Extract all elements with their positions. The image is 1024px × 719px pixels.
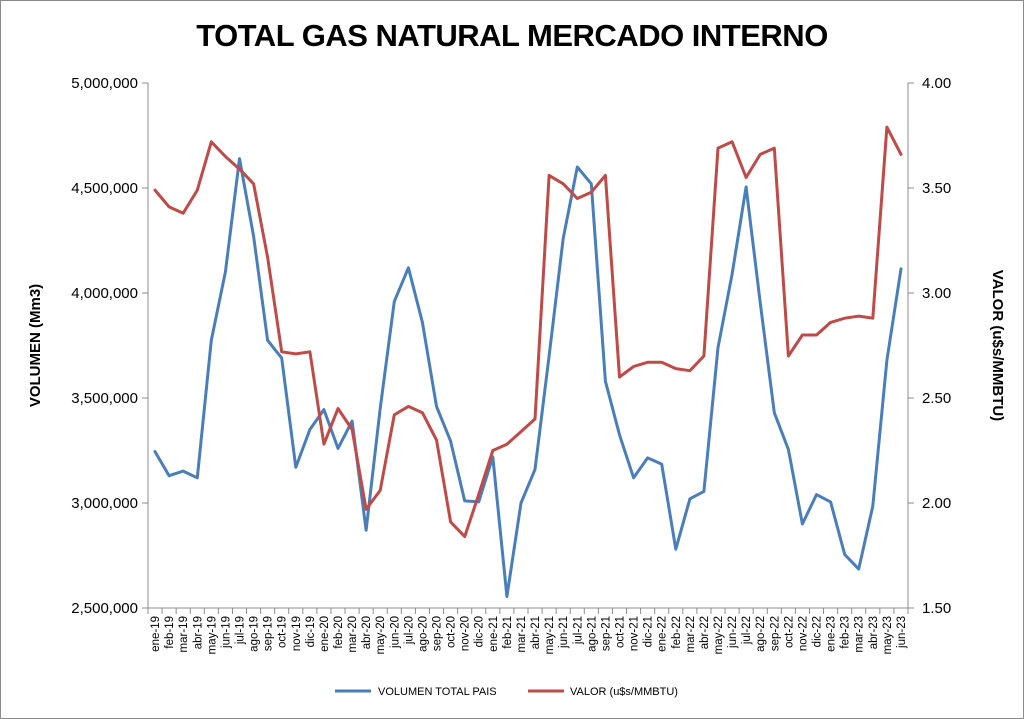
x-tick-label: jun-19 [220, 616, 232, 649]
x-tick-label: sep-21 [600, 616, 612, 651]
x-tick-label: jul-20 [403, 616, 415, 645]
right-y-tick-label: 2.50 [922, 390, 951, 407]
x-tick-label: jul-22 [741, 616, 753, 645]
x-tick-label: feb-19 [164, 616, 176, 649]
x-tick-label: jun-21 [558, 616, 570, 649]
left-y-tick-label: 5,000,000 [71, 75, 138, 92]
x-tick-label: may-22 [713, 616, 725, 654]
x-tick-label: may-21 [544, 616, 556, 654]
x-tick-label: dic-22 [812, 616, 824, 647]
right-y-tick-label: 3.50 [922, 180, 951, 197]
x-tick-label: abr-19 [192, 616, 204, 649]
x-tick-label: oct-20 [446, 616, 458, 648]
x-tick-label: ene-21 [488, 616, 500, 652]
right-y-tick-label: 2.00 [922, 495, 951, 512]
x-tick-label: abr-23 [868, 616, 880, 649]
x-tick-label: dic-20 [474, 616, 486, 647]
x-tick-label: jun-23 [896, 616, 908, 649]
x-tick-label: ene-20 [319, 616, 331, 652]
right-y-tick-label: 4.00 [922, 75, 951, 92]
left-y-ticks: 2,500,000 3,000,000 3,500,000 4,000,000 4,50… [71, 75, 148, 617]
valor-series-line [153, 125, 903, 539]
x-tick-label: nov-21 [629, 616, 641, 651]
x-tick-label: ago-20 [417, 616, 429, 652]
x-tick-label: dic-19 [305, 616, 317, 647]
x-tick-label: abr-20 [361, 616, 373, 649]
left-y-tick-label: 4,500,000 [71, 180, 138, 197]
left-y-tick-label: 4,000,000 [71, 285, 138, 302]
volumen-series-line [153, 157, 903, 598]
x-tick-label: oct-21 [614, 616, 626, 648]
x-tick-label: ago-22 [755, 616, 767, 652]
x-tick-label: ene-23 [826, 616, 838, 652]
x-tick-label: oct-19 [277, 616, 289, 648]
x-tick-label: abr-21 [530, 616, 542, 649]
x-tick-label: feb-23 [840, 616, 852, 649]
x-tick-label: may-19 [206, 616, 218, 654]
x-tick-label: mar-22 [685, 616, 697, 652]
x-tick-label: jun-22 [727, 616, 739, 649]
x-tick-label: jul-21 [572, 616, 584, 645]
x-tick-label: ene-19 [150, 616, 162, 652]
x-tick-label: oct-22 [783, 616, 795, 648]
x-tick-label: sep-20 [432, 616, 444, 651]
x-ticks: ene-19 feb-19 mar-19 abr-19 may-19 jun-19 jul-… [147, 608, 909, 654]
left-y-axis-title: VOLUMEN (Mm3) [27, 284, 44, 407]
right-y-ticks: 1.50 2.00 2.50 3.00 3.50 4.00 [908, 75, 951, 617]
x-tick-label: may-23 [882, 616, 894, 654]
x-tick-label: sep-22 [769, 616, 781, 651]
series-lines [153, 125, 903, 598]
x-tick-label: feb-22 [671, 616, 683, 649]
x-tick-label: mar-21 [516, 616, 528, 652]
left-y-tick-label: 3,000,000 [71, 495, 138, 512]
left-y-tick-label: 2,500,000 [71, 600, 138, 617]
x-tick-label: feb-20 [333, 616, 345, 649]
x-tick-label: abr-22 [699, 616, 711, 649]
chart-title: TOTAL GAS NATURAL MERCADO INTERNO [196, 18, 828, 53]
x-tick-label: nov-19 [291, 616, 303, 651]
legend-label: VOLUMEN TOTAL PAIS [378, 686, 497, 698]
x-tick-label: jun-20 [389, 616, 401, 649]
x-tick-label: mar-23 [854, 616, 866, 652]
x-tick-label: ene-22 [657, 616, 669, 652]
x-tick-label: may-20 [375, 616, 387, 654]
x-tick-label: nov-20 [460, 616, 472, 651]
right-y-tick-label: 3.00 [922, 285, 951, 302]
legend: VOLUMEN TOTAL PAIS VALOR (u$s/MMBTU) [335, 686, 678, 698]
x-tick-label: mar-20 [347, 616, 359, 652]
x-tick-label: feb-21 [502, 616, 514, 649]
x-tick-label: ago-21 [586, 616, 598, 652]
x-tick-label: jul-19 [234, 616, 246, 645]
x-tick-label: ago-19 [249, 616, 261, 652]
x-tick-label: nov-22 [797, 616, 809, 651]
right-y-axis-title: VALOR (u$s/MMBTU) [989, 270, 1006, 421]
legend-label: VALOR (u$s/MMBTU) [570, 686, 678, 698]
right-y-tick-label: 1.50 [922, 600, 951, 617]
x-tick-label: dic-21 [643, 616, 655, 647]
left-y-tick-label: 3,500,000 [71, 390, 138, 407]
x-tick-label: sep-19 [263, 616, 275, 651]
x-tick-label: mar-19 [178, 616, 190, 652]
